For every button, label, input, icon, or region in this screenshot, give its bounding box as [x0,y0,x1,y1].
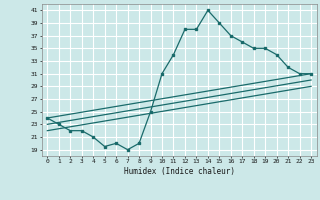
X-axis label: Humidex (Indice chaleur): Humidex (Indice chaleur) [124,167,235,176]
